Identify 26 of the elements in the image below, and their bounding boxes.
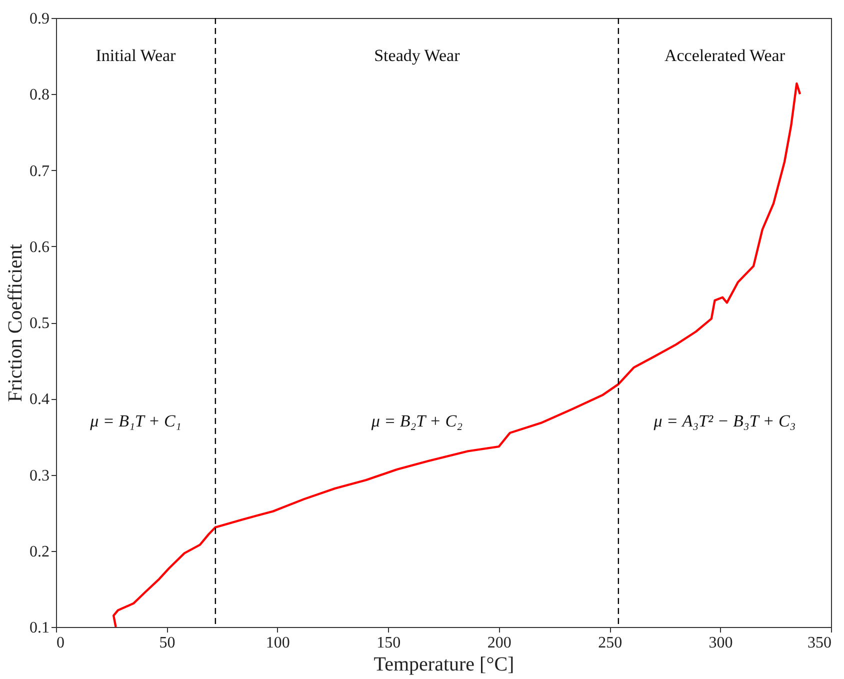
y-tick-label: 0.4 — [30, 391, 50, 408]
y-tick-label: 0.7 — [30, 162, 50, 180]
annotation: μ = B₂T + C₂ — [370, 411, 463, 430]
y-tick-label: 0.9 — [30, 10, 50, 28]
annotation: μ = A₃T² − B₃T + C₃ — [652, 411, 796, 430]
x-tick-label: 50 — [159, 634, 176, 652]
annotation: Initial Wear — [96, 46, 176, 66]
annotation: Steady Wear — [374, 46, 460, 66]
y-tick-label: 0.5 — [30, 315, 50, 332]
x-tick-label: 100 — [266, 634, 290, 652]
x-tick-label: 0 — [56, 634, 64, 652]
annotation: μ = B₁T + C₁ — [89, 411, 182, 430]
x-tick-label: 250 — [598, 634, 622, 652]
y-tick-label: 0.6 — [30, 238, 50, 256]
line-series — [112, 82, 802, 628]
y-tick-label: 0.8 — [30, 86, 50, 104]
y-tick-label: 0.1 — [30, 620, 50, 636]
y-tick-label: 0.2 — [30, 543, 50, 560]
y-axis-title: Friction Coefficient — [4, 244, 26, 402]
x-tick-label: 350 — [808, 634, 832, 652]
x-tick-label: 300 — [708, 634, 733, 652]
annotation: Accelerated Wear — [664, 46, 786, 66]
x-tick-label: 150 — [376, 634, 401, 652]
x-axis-title: Temperature [°C] — [374, 654, 514, 676]
x-tick-label: 200 — [487, 634, 512, 652]
y-tick-label: 0.3 — [30, 467, 50, 484]
